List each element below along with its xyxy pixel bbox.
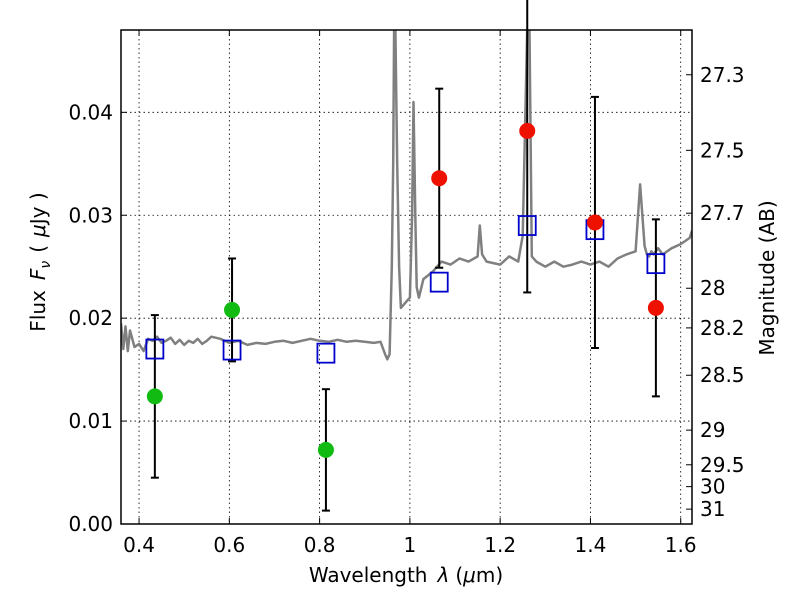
y-axis-label: Flux Fν ( μJy ) [26, 192, 54, 331]
y2-tick-label: 27.7 [700, 201, 745, 225]
y-tick-label: 0.03 [68, 203, 113, 227]
model-bandpass-marker [517, 215, 537, 236]
x-tick-label: 1.2 [484, 533, 516, 557]
observed-nir-point [431, 170, 448, 187]
y-axis-label-symbol: F [26, 268, 50, 280]
x-tick-label: 0.4 [123, 533, 155, 557]
y2-tick-label: 27.5 [700, 138, 745, 162]
x-axis-label: Wavelength λ (μm) [309, 563, 503, 587]
y-tick-label: 0.04 [68, 100, 113, 124]
x-tick-label: 0.8 [304, 533, 336, 557]
y2-tick-label: 29 [700, 418, 725, 442]
y-axis-label-subscript: ν [38, 261, 54, 269]
y2-tick-label: 30 [700, 475, 725, 499]
observed-optical-point [146, 388, 163, 405]
y-tick-label: 0.01 [68, 409, 113, 433]
x-axis-label-unit-mu: μ [462, 563, 476, 587]
model-bandpass-marker [145, 338, 165, 360]
data-markers [145, 122, 666, 458]
model-bandpass-marker [316, 342, 336, 364]
observed-nir-point [586, 214, 603, 231]
x-axis-label-symbol: λ [436, 563, 449, 587]
y2-tick-label: 27.3 [700, 63, 745, 87]
observed-nir-point [647, 299, 664, 316]
x-tick-label: 1 [404, 533, 417, 557]
error-bars [150, 0, 660, 512]
y-tick-label: 0.02 [68, 306, 113, 330]
plot-frame [120, 29, 693, 525]
y2-tick-label: 31 [700, 497, 725, 521]
observed-optical-point [317, 441, 334, 458]
y-axis-label-unit-open: ( [26, 245, 50, 253]
y-tick-label: 0.00 [68, 512, 113, 536]
y2-tick-label: 29.5 [700, 453, 745, 477]
spectrum-layer [121, 30, 692, 361]
y2-tick-label: 28.2 [700, 316, 745, 340]
model-bandpass-marker [429, 271, 449, 293]
x-tick-label: 0.6 [213, 533, 245, 557]
y2-tick-label: 28.5 [700, 363, 745, 387]
axis-ticks: 0.4 0.6 0.8 1 1.2 1.4 1.6 0.00 0.01 0.02 0.03 0.04 2… [68, 30, 745, 557]
model-bandpass-marker [222, 339, 242, 361]
x-axis-label-unit-rest: m) [476, 563, 503, 587]
x-axis-label-text: Wavelength [309, 563, 428, 587]
y2-axis-label: Magnitude (AB) [755, 200, 779, 355]
y-axis-label-unit-mu: μ [26, 224, 50, 238]
y-axis-label-unit-rest: Jy ) [26, 192, 50, 226]
observed-optical-point [224, 301, 241, 318]
observed-nir-point [519, 122, 536, 139]
y2-tick-label: 28 [700, 276, 725, 300]
x-tick-label: 1.4 [575, 533, 607, 557]
x-tick-label: 1.6 [665, 533, 697, 557]
model-bandpass-marker [646, 253, 666, 275]
y-axis-label-text: Flux [26, 290, 50, 332]
x-axis-label-unit-open: ( [455, 563, 463, 587]
model-spectrum-line [121, 30, 692, 361]
grid-lines [121, 30, 692, 525]
